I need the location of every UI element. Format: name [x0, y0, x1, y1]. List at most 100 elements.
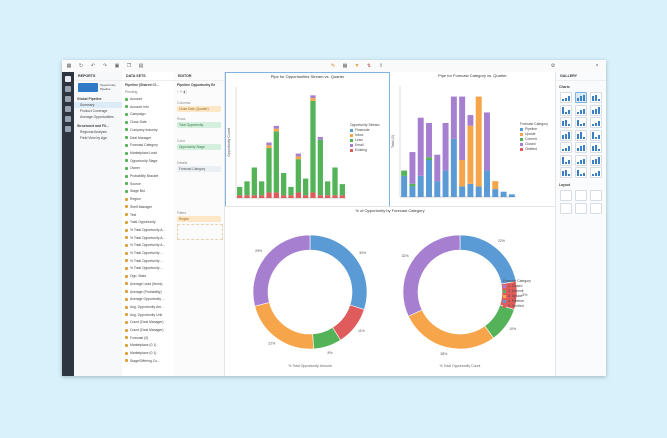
bar-segment[interactable]: [417, 117, 424, 176]
field-item[interactable]: Forecast (0): [125, 335, 148, 341]
bar-segment[interactable]: [459, 160, 466, 187]
bar-segment[interactable]: [317, 136, 323, 140]
layout-icon[interactable]: [560, 203, 572, 214]
sort-icon[interactable]: ⇅: [366, 63, 372, 69]
chart-type-icon[interactable]: [590, 142, 602, 153]
bar-segment[interactable]: [295, 153, 301, 157]
legend-item[interactable]: 4. Pipeline: [503, 299, 531, 304]
undo-icon[interactable]: ↶: [90, 63, 96, 69]
bar-segment[interactable]: [295, 192, 301, 198]
field-item[interactable]: % Total Opportunity ...: [125, 265, 163, 271]
bar-segment[interactable]: [409, 152, 416, 184]
field-item[interactable]: Average Lead (Items): [125, 281, 163, 287]
legend-item[interactable]: Pipeline: [520, 127, 548, 132]
chart-type-icon[interactable]: [560, 117, 572, 128]
field-item[interactable]: Source: [125, 181, 141, 187]
color-chip[interactable]: Opportunity Stage: [177, 144, 221, 150]
bar-segment[interactable]: [484, 112, 490, 171]
legend-item[interactable]: Omitted: [520, 147, 548, 152]
save-icon[interactable]: ▣: [114, 63, 120, 69]
field-item[interactable]: Probability Bracket: [125, 173, 158, 179]
report-item[interactable]: Regional Analysis: [80, 130, 107, 134]
donut-slice[interactable]: [254, 302, 314, 350]
bar-segment[interactable]: [288, 186, 294, 196]
legend-item[interactable]: 2. Commit: [503, 289, 531, 294]
chart-type-icon[interactable]: [590, 117, 602, 128]
filter-rail-icon[interactable]: [65, 106, 71, 112]
donut-slice[interactable]: [309, 234, 368, 310]
bar-segment[interactable]: [492, 189, 499, 197]
chart-type-icon[interactable]: [575, 154, 587, 166]
legend-item[interactable]: Closed: [520, 142, 548, 147]
chart-type-icon[interactable]: [575, 117, 587, 128]
reports-icon[interactable]: [65, 76, 71, 82]
bar-segment[interactable]: [259, 181, 265, 196]
field-item[interactable]: % Total Opportunity A...: [125, 242, 165, 248]
bar-segment[interactable]: [459, 186, 466, 197]
field-item[interactable]: Marketplace Lead: [125, 150, 157, 156]
legend-item[interactable]: Lead: [350, 138, 379, 143]
legend-item[interactable]: Email: [350, 143, 379, 148]
field-item[interactable]: Avg. Opportunity Am...: [125, 304, 164, 310]
bar-segment[interactable]: [332, 167, 338, 196]
field-item[interactable]: Deal Manager: [125, 135, 151, 141]
bar-segment[interactable]: [273, 128, 279, 132]
legend-item[interactable]: Existing: [350, 148, 379, 153]
chart-type-icon[interactable]: [575, 167, 587, 178]
bar-segment[interactable]: [266, 142, 272, 146]
bar-segment[interactable]: [417, 175, 424, 197]
bar-segment[interactable]: [266, 145, 272, 149]
chart-type-icon[interactable]: [575, 142, 587, 153]
field-item[interactable]: % Total Opportunity A...: [125, 235, 165, 241]
field-item[interactable]: Close Date: [125, 119, 147, 125]
field-item[interactable]: Stage Bkt: [125, 188, 145, 194]
layout-icon[interactable]: [590, 190, 602, 201]
donut-slice[interactable]: [408, 309, 494, 350]
bar-segment[interactable]: [426, 160, 432, 197]
chart-type-icon[interactable]: [575, 104, 587, 116]
field-item[interactable]: Owner: [125, 165, 140, 171]
layout-icon[interactable]: [560, 190, 572, 201]
filter-dropzone[interactable]: [177, 224, 223, 240]
bar-segment[interactable]: [492, 181, 499, 190]
refresh-icon[interactable]: ↻: [78, 63, 84, 69]
legend-item[interactable]: Upside: [520, 132, 548, 137]
bar-segment[interactable]: [244, 195, 250, 198]
bar-segment[interactable]: [237, 195, 243, 198]
bar-segment[interactable]: [475, 186, 482, 197]
close-icon[interactable]: ×: [595, 63, 599, 69]
bar-segment[interactable]: [325, 195, 331, 198]
bar-segment[interactable]: [508, 194, 515, 197]
details-chip[interactable]: Forecast Category: [177, 166, 221, 172]
dataset-name[interactable]: Pipeline (Shared Cl...: [125, 83, 159, 87]
bar-segment[interactable]: [442, 170, 449, 197]
copy-icon[interactable]: ❐: [126, 63, 132, 69]
bar-segment[interactable]: [467, 183, 474, 197]
legend-item[interactable]: 5. Omitted: [503, 304, 531, 309]
bar-segment[interactable]: [332, 195, 338, 198]
bar-segment[interactable]: [434, 181, 441, 197]
paste-icon[interactable]: ▤: [138, 63, 144, 69]
section-structured[interactable]: Structured and Fil...: [77, 124, 109, 128]
chart-opportunity-stream[interactable]: Pipe for Opportunities Stream vs. Quarte…: [225, 72, 390, 207]
field-item[interactable]: % Total Opportunity ...: [125, 258, 163, 264]
bar-segment[interactable]: [339, 195, 345, 198]
help-icon[interactable]: [65, 126, 71, 132]
bar-segment[interactable]: [450, 96, 457, 139]
field-item[interactable]: Company Industry: [125, 127, 158, 133]
field-item[interactable]: Marketplace (0.1): [125, 342, 156, 348]
bar-segment[interactable]: [442, 123, 449, 171]
grid-icon[interactable]: ▦: [66, 63, 72, 69]
field-item[interactable]: Shelf Manager: [125, 204, 152, 210]
bar-segment[interactable]: [237, 186, 243, 196]
chart-type-icon[interactable]: [560, 154, 572, 166]
filter-icon[interactable]: ▼: [354, 63, 360, 69]
field-item[interactable]: Account Info: [125, 104, 149, 110]
bar-segment[interactable]: [484, 170, 490, 197]
bar-segment[interactable]: [409, 186, 416, 197]
chart-type-icon[interactable]: [560, 142, 572, 153]
field-item[interactable]: Opportunity Stage: [125, 158, 157, 164]
chart-type-icon[interactable]: [560, 104, 572, 116]
bar-segment[interactable]: [325, 181, 331, 196]
bar-segment[interactable]: [317, 195, 323, 198]
